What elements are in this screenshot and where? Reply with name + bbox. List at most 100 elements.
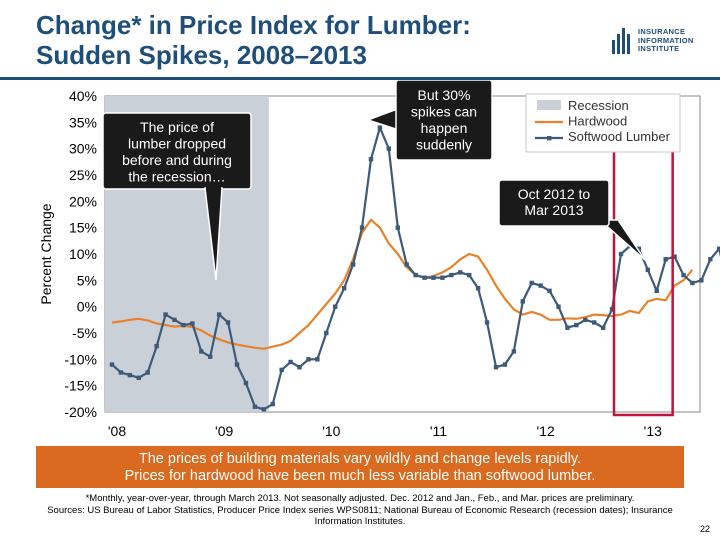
softwood-data-point <box>645 267 650 272</box>
softwood-data-point <box>190 321 195 326</box>
softwood-data-point <box>565 325 570 330</box>
callout-bubble-recession <box>102 112 252 190</box>
footnote: *Monthly, year-over-year, through March … <box>28 493 692 528</box>
callout-text-recession: before and during <box>122 152 232 168</box>
logo-word-2: INFORMATION <box>638 35 694 45</box>
softwood-data-point <box>234 362 240 367</box>
softwood-data-point <box>252 404 258 409</box>
y-tick-label: 40% <box>69 88 97 104</box>
softwood-data-point <box>279 367 284 373</box>
softwood-data-point <box>422 275 427 280</box>
softwood-data-point <box>600 325 606 330</box>
y-tick-label: 35% <box>69 114 97 130</box>
y-axis-label: Percent Change <box>38 203 54 304</box>
y-tick-label: 15% <box>69 220 97 236</box>
callout-text-recession: the recession… <box>128 169 225 185</box>
banner-line-2: Prices for hardwood have been much less … <box>124 468 596 484</box>
callout-pointer-join <box>206 184 221 190</box>
iii-logo-mark <box>612 28 634 54</box>
y-tick-label: 0% <box>77 299 97 315</box>
softwood-data-point <box>118 370 124 375</box>
lumber-price-chart: 40% 35% 30% 25% 20% 15% 10% 5% 0% -5% -10% -15% -20%… <box>38 80 720 439</box>
y-tick-label: -20% <box>64 404 97 420</box>
logo-word-3: INSTITUTE <box>638 44 680 53</box>
y-tick-label: -15% <box>64 378 97 394</box>
softwood-data-point <box>475 286 481 291</box>
callout-text-spike: spikes can <box>411 104 477 120</box>
softwood-data-point <box>333 304 338 309</box>
softwood-data-point <box>458 270 463 275</box>
softwood-data-point <box>717 246 720 251</box>
softwood-data-point <box>324 330 329 336</box>
softwood-data-point <box>136 375 141 380</box>
iii-logo: INSURANCE INFORMATION INSTITUTE <box>612 22 712 58</box>
x-tick-label: '09 <box>215 423 233 439</box>
softwood-data-point <box>636 246 642 251</box>
softwood-data-point <box>225 320 231 325</box>
softwood-data-point <box>556 304 561 309</box>
softwood-data-point <box>297 365 302 370</box>
title-line-1: Change* in Price Index for Lumber: <box>36 10 471 40</box>
callout-text-recession: The price of <box>140 119 214 135</box>
softwood-data-point <box>163 312 168 317</box>
x-tick-label: '10 <box>322 423 340 439</box>
softwood-data-point <box>395 225 400 230</box>
legend-marker-softwood <box>547 136 552 141</box>
softwood-data-point <box>690 280 695 286</box>
callout-bubble-spike <box>395 80 493 161</box>
callout-text-highlight: Oct 2012 to <box>518 186 591 202</box>
softwood-data-point <box>699 278 704 283</box>
softwood-data-point <box>493 365 499 370</box>
y-tick-label: -10% <box>64 351 97 367</box>
title-divider <box>0 77 720 80</box>
softwood-data-point <box>109 362 115 367</box>
softwood-data-point <box>583 317 588 323</box>
callout-text-highlight: Mar 2013 <box>524 202 583 218</box>
callout-text-recession: lumber dropped <box>128 136 226 152</box>
key-takeaway-banner: The prices of building materials vary wi… <box>36 446 684 488</box>
softwood-data-point <box>708 257 713 262</box>
softwood-data-point <box>520 299 525 304</box>
softwood-data-point <box>609 307 615 312</box>
softwood-data-point <box>663 257 668 262</box>
softwood-data-point <box>261 407 267 412</box>
softwood-data-point <box>538 283 543 288</box>
legend-swatch-recession <box>537 100 561 110</box>
x-tick-label: '13 <box>644 423 662 439</box>
callout-text-spike: But 30% <box>418 87 471 103</box>
footnote-sources: Sources: US Bureau of Labor Statistics, … <box>47 504 673 528</box>
logo-word-1: INSURANCE <box>638 27 686 36</box>
x-tick-label: '08 <box>108 423 126 439</box>
softwood-data-point <box>484 320 490 325</box>
softwood-data-point <box>368 157 374 162</box>
callout-bubble-highlight <box>498 179 610 227</box>
legend-label: Recession <box>568 98 629 113</box>
y-tick-label: 25% <box>69 167 97 183</box>
y-tick-label: -5% <box>72 325 97 341</box>
softwood-data-point <box>386 146 392 151</box>
softwood-data-point <box>127 372 133 378</box>
page-title: Change* in Price Index for Lumber: Sudde… <box>36 10 596 70</box>
x-tick-label: '12 <box>537 423 555 439</box>
softwood-data-point <box>306 357 311 362</box>
series-line-hardwood <box>111 218 694 350</box>
softwood-data-point <box>440 275 445 280</box>
softwood-data-point <box>502 362 508 367</box>
softwood-data-point <box>341 286 347 291</box>
iii-logo-text: INSURANCE INFORMATION INSTITUTE <box>638 27 694 54</box>
page-number: 22 <box>700 524 711 534</box>
softwood-data-point <box>413 272 418 278</box>
softwood-data-point <box>574 322 579 328</box>
title-line-2: Sudden Spikes, 2008–2013 <box>36 40 367 70</box>
softwood-data-point <box>467 272 472 278</box>
softwood-data-point <box>681 272 686 278</box>
softwood-data-point <box>181 322 186 328</box>
softwood-data-point <box>618 251 624 257</box>
y-tick-label: 30% <box>69 141 97 157</box>
softwood-data-point <box>288 359 293 365</box>
softwood-data-point <box>243 380 249 386</box>
softwood-data-point <box>547 288 552 294</box>
softwood-data-point <box>529 280 534 286</box>
softwood-data-point <box>449 272 454 278</box>
